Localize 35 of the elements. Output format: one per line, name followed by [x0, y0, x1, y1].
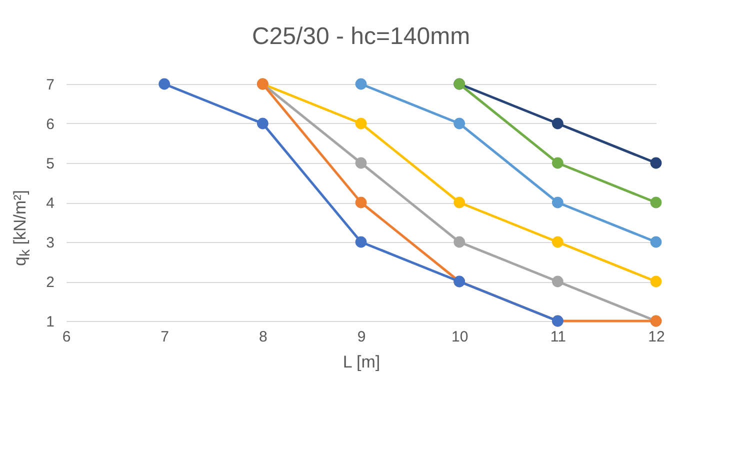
y-tick-label: 6	[46, 116, 54, 133]
y-tick-label: 4	[46, 195, 54, 212]
point	[552, 196, 564, 208]
x-tick-label: 7	[160, 328, 170, 346]
point	[454, 236, 466, 248]
y-tick-label: 7	[46, 76, 54, 94]
chart-title: C25/30 - hc=140mm	[252, 23, 470, 50]
y-tick-label: 1	[46, 314, 54, 330]
x-axis-title: L [m]	[342, 352, 380, 372]
point	[650, 196, 662, 208]
x-tick-label: 8	[258, 328, 268, 346]
point	[158, 78, 170, 90]
point	[355, 78, 367, 90]
point	[552, 157, 564, 169]
point	[650, 236, 662, 248]
point	[355, 118, 367, 130]
point	[355, 196, 367, 208]
y-tick-label: 5	[46, 156, 54, 172]
point	[552, 276, 564, 288]
point	[355, 236, 367, 248]
y-tick-label: 3	[46, 234, 54, 252]
x-tick-label: 6	[62, 328, 71, 346]
x-tick-label: 9	[357, 328, 366, 346]
x-tick-label: 12	[648, 328, 665, 346]
point	[454, 118, 466, 130]
point	[650, 157, 662, 169]
x-tick-label: 11	[550, 328, 566, 346]
point	[355, 157, 367, 169]
y-tick-label: 2	[46, 274, 54, 291]
x-tick-label: 10	[451, 328, 468, 346]
point	[650, 276, 662, 288]
point	[552, 236, 564, 248]
point	[454, 196, 466, 208]
point	[256, 118, 268, 130]
point	[552, 118, 564, 130]
